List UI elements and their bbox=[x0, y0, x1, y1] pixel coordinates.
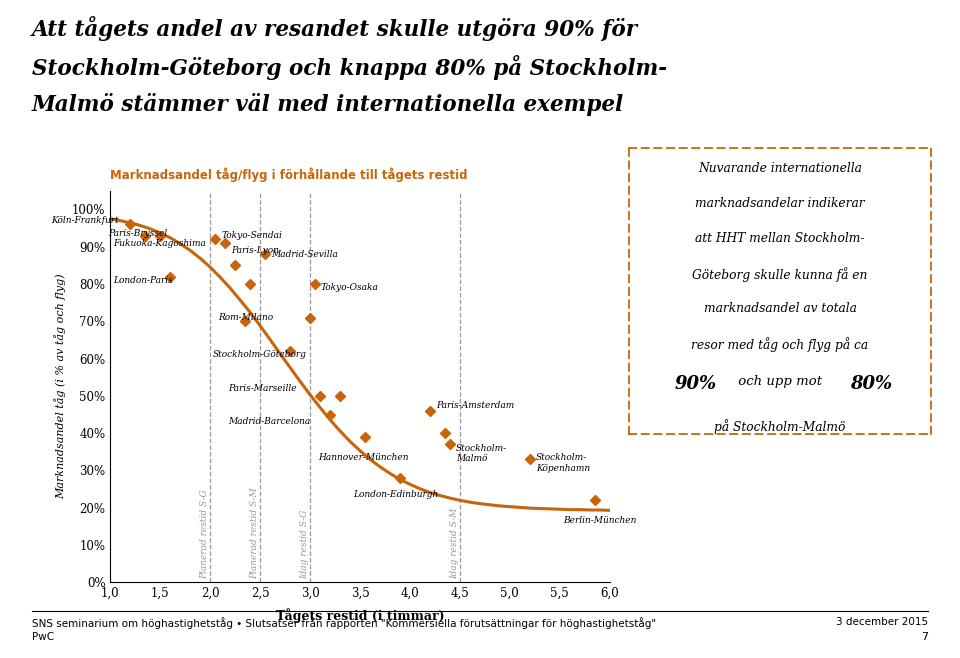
Text: Idag restid S-M: Idag restid S-M bbox=[450, 507, 459, 578]
Text: Köln-Frankfurt: Köln-Frankfurt bbox=[51, 216, 118, 225]
Text: London-Edinburgh: London-Edinburgh bbox=[353, 490, 439, 499]
Text: marknadsandel av totala: marknadsandel av totala bbox=[704, 302, 856, 315]
X-axis label: Tågets restid (i timmar): Tågets restid (i timmar) bbox=[276, 609, 444, 623]
Text: Paris-Amsterdam: Paris-Amsterdam bbox=[436, 401, 515, 410]
Text: Göteborg skulle kunna få en: Göteborg skulle kunna få en bbox=[692, 267, 868, 282]
Text: 80%: 80% bbox=[850, 375, 892, 393]
Text: PwC: PwC bbox=[32, 632, 54, 642]
Text: att HHT mellan Stockholm-: att HHT mellan Stockholm- bbox=[695, 232, 865, 245]
Text: Stockholm-
Malmö: Stockholm- Malmö bbox=[456, 444, 507, 463]
Text: 90%: 90% bbox=[674, 375, 716, 393]
Text: Tokyo-Osaka: Tokyo-Osaka bbox=[321, 283, 379, 292]
Text: Madrid-Barcelona: Madrid-Barcelona bbox=[228, 417, 310, 426]
Text: Tokyo-Sendai: Tokyo-Sendai bbox=[221, 231, 282, 240]
Text: Att tågets andel av resandet skulle utgöra 90% för: Att tågets andel av resandet skulle utgö… bbox=[32, 16, 637, 41]
Text: Planerad restid S-G: Planerad restid S-G bbox=[201, 489, 209, 578]
Text: resor med tåg och flyg på ca: resor med tåg och flyg på ca bbox=[691, 337, 869, 352]
Text: Stockholm-
Köpenhamn: Stockholm- Köpenhamn bbox=[536, 453, 589, 472]
Text: på Stockholm-Malmö: på Stockholm-Malmö bbox=[714, 419, 846, 434]
Text: Paris-Bryssel: Paris-Bryssel bbox=[108, 229, 168, 238]
Text: Planerad restid S-M: Planerad restid S-M bbox=[251, 487, 259, 578]
Text: SNS seminarium om höghastighetståg • Slutsatser från rapporten "Kommersiella för: SNS seminarium om höghastighetståg • Slu… bbox=[32, 617, 656, 629]
Text: Berlin-München: Berlin-München bbox=[563, 517, 636, 525]
Y-axis label: Marknadsandel tåg (i % av tåg och flyg): Marknadsandel tåg (i % av tåg och flyg) bbox=[55, 274, 66, 499]
Text: 7: 7 bbox=[922, 632, 928, 642]
Text: Madrid-Sevilla: Madrid-Sevilla bbox=[271, 249, 338, 259]
Text: och upp mot: och upp mot bbox=[733, 375, 827, 388]
Text: Hannover-München: Hannover-München bbox=[318, 453, 409, 462]
Text: Paris-Lyon: Paris-Lyon bbox=[231, 246, 279, 255]
Text: Paris-Marseille: Paris-Marseille bbox=[228, 384, 297, 393]
Text: Rom-Milano: Rom-Milano bbox=[218, 313, 274, 322]
Text: Nuvarande internationella: Nuvarande internationella bbox=[698, 163, 862, 176]
Text: marknadsandelar indikerar: marknadsandelar indikerar bbox=[695, 197, 865, 211]
Text: Stockholm-Göteborg och knappa 80% på Stockholm-: Stockholm-Göteborg och knappa 80% på Sto… bbox=[32, 55, 667, 80]
Text: Idag restid S-G: Idag restid S-G bbox=[300, 509, 309, 578]
Text: Marknadsandel tåg/flyg i förhållande till tågets restid: Marknadsandel tåg/flyg i förhållande til… bbox=[110, 167, 468, 182]
Text: London-Paris: London-Paris bbox=[113, 276, 173, 285]
Text: Malmö stämmer väl med internationella exempel: Malmö stämmer väl med internationella ex… bbox=[32, 93, 624, 116]
Text: Stockholm-Göteborg: Stockholm-Göteborg bbox=[212, 350, 306, 359]
Text: 3 december 2015: 3 december 2015 bbox=[836, 617, 928, 627]
Text: Fukuoka-Kagoshima: Fukuoka-Kagoshima bbox=[113, 238, 206, 247]
